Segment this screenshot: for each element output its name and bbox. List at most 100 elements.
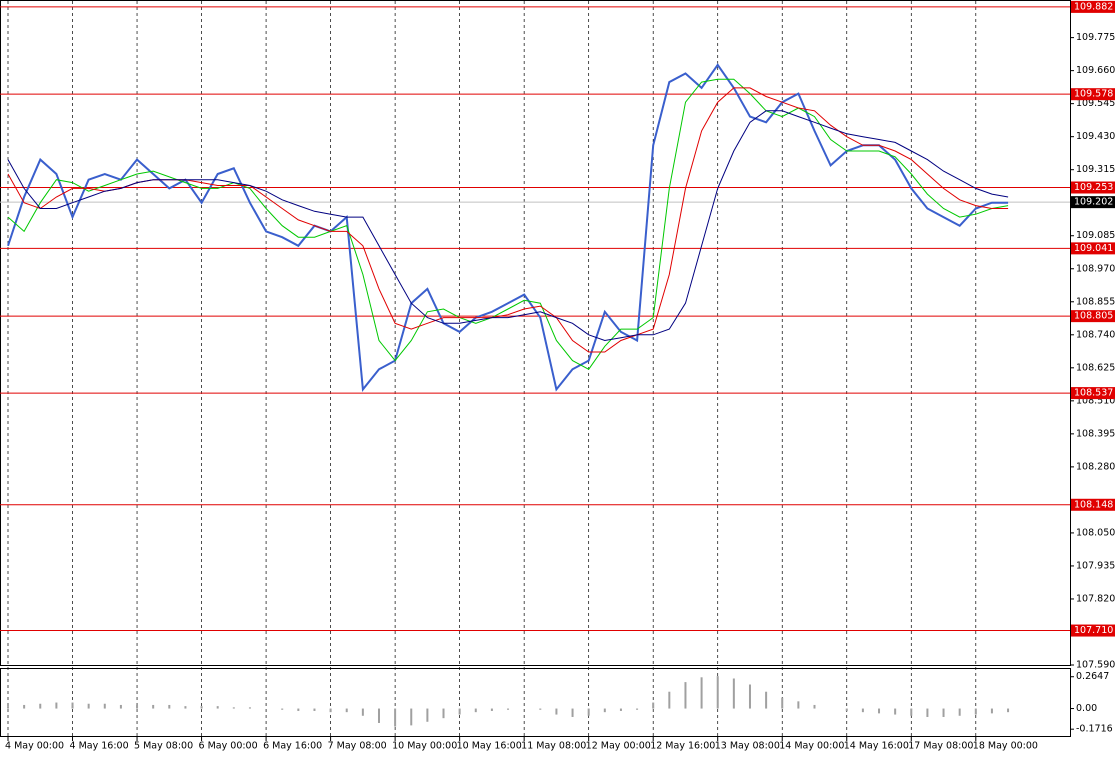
- histogram-bar: [394, 708, 397, 727]
- x-tick-label: 6 May 00:00: [199, 741, 258, 752]
- level-label-box: [1071, 181, 1115, 194]
- histogram-bar: [539, 708, 542, 710]
- x-tick-label: 18 May 00:00: [973, 741, 1038, 752]
- histogram-bar: [377, 708, 380, 723]
- x-tick-label: 17 May 08:00: [908, 741, 973, 752]
- moving-average: [7, 78, 1009, 370]
- level-label: 108.537: [1074, 388, 1113, 399]
- y-tick-label: 109.430: [1076, 131, 1115, 142]
- x-tick-label: 10 May 16:00: [457, 741, 522, 752]
- histogram-bar: [765, 691, 768, 709]
- y-tick-label: 107.590: [1076, 660, 1115, 671]
- moving-average: [7, 110, 1009, 342]
- histogram-bar: [668, 691, 671, 709]
- x-tick-label: 13 May 08:00: [715, 741, 780, 752]
- histogram-bar: [184, 706, 187, 709]
- histogram-bar: [232, 707, 235, 709]
- histogram-bar: [39, 703, 42, 709]
- histogram-bar: [103, 703, 106, 709]
- y-tick-label: 109.775: [1076, 32, 1115, 43]
- y-tick-label: 109.545: [1076, 98, 1115, 109]
- histogram-bar: [926, 708, 929, 717]
- current-price-box: [1071, 196, 1115, 209]
- histogram-bar: [87, 703, 90, 709]
- histogram-bar: [990, 708, 993, 714]
- histogram-bar: [297, 708, 300, 711]
- histogram-bar: [958, 708, 961, 716]
- histogram-bar: [410, 708, 413, 726]
- y-tick-label: 0.2647: [1076, 671, 1109, 682]
- level-label-box: [1071, 498, 1115, 511]
- y-tick-label: 0.00: [1076, 703, 1097, 714]
- level-label-box: [1071, 88, 1115, 101]
- indicator-panel: [0, 668, 1071, 737]
- histogram-bar: [248, 707, 251, 709]
- histogram-bar: [313, 708, 316, 711]
- histogram-bar: [619, 708, 622, 711]
- histogram-bar: [136, 704, 139, 709]
- level-label-box: [1071, 624, 1115, 637]
- histogram-bar: [781, 697, 784, 709]
- histogram-bar: [571, 708, 574, 717]
- level-label: 109.253: [1074, 182, 1113, 193]
- histogram-bar: [910, 708, 913, 716]
- histogram-bar: [442, 708, 445, 719]
- histogram-bar: [361, 708, 364, 716]
- histogram-bar: [71, 702, 74, 709]
- histogram-bar: [974, 708, 977, 715]
- histogram-bar: [878, 708, 881, 714]
- level-label-box: [1071, 0, 1115, 13]
- y-tick-label: 108.855: [1076, 296, 1115, 307]
- histogram-bar: [587, 708, 590, 716]
- level-label: 108.805: [1074, 311, 1113, 322]
- y-tick-label: 108.395: [1076, 428, 1115, 439]
- y-tick-label: 108.050: [1076, 527, 1115, 538]
- histogram-bar: [490, 708, 493, 711]
- histogram-bar: [23, 704, 26, 709]
- histogram-bar: [636, 708, 639, 710]
- histogram-bar: [732, 678, 735, 709]
- moving-average: [7, 87, 1009, 353]
- histogram-bar: [426, 708, 429, 722]
- x-tick-label: 10 May 00:00: [392, 741, 457, 752]
- level-label-box: [1071, 387, 1115, 400]
- x-tick-label: 12 May 00:00: [586, 741, 651, 752]
- histogram-bar: [700, 677, 703, 709]
- y-tick-label: 108.625: [1076, 362, 1115, 373]
- y-tick-label: -0.1716: [1076, 724, 1113, 735]
- x-tick-label: 14 May 00:00: [779, 741, 844, 752]
- histogram-bar: [1007, 708, 1010, 713]
- histogram-bar: [7, 706, 9, 709]
- current-price-label: 109.202: [1074, 197, 1113, 208]
- y-tick-label: 108.740: [1076, 329, 1115, 340]
- histogram-bar: [329, 708, 332, 713]
- histogram-bar: [168, 704, 171, 709]
- histogram-bar: [716, 676, 719, 709]
- main-panel: [0, 0, 1071, 666]
- price-line: [7, 63, 1009, 392]
- histogram-bar: [942, 708, 945, 717]
- x-tick-label: 7 May 08:00: [328, 741, 387, 752]
- y-tick-label: 107.820: [1076, 593, 1115, 604]
- level-label: 109.578: [1074, 89, 1113, 100]
- histogram-bar: [603, 708, 606, 713]
- histogram-bar: [652, 702, 655, 709]
- y-tick-label: 108.510: [1076, 395, 1115, 406]
- histogram-bar: [119, 704, 122, 709]
- y-tick-label: 109.315: [1076, 164, 1115, 175]
- y-tick-label: 108.280: [1076, 461, 1115, 472]
- histogram-bar: [281, 708, 284, 710]
- histogram-bar: [894, 708, 897, 715]
- histogram-bar: [200, 706, 203, 709]
- histogram-bar: [216, 706, 219, 709]
- level-label: 108.148: [1074, 499, 1113, 510]
- histogram-bar: [684, 682, 687, 709]
- level-label: 107.710: [1074, 625, 1113, 636]
- x-tick-label: 5 May 08:00: [134, 741, 193, 752]
- level-label: 109.882: [1074, 1, 1113, 12]
- histogram-bar: [152, 704, 155, 709]
- histogram-bar: [474, 708, 477, 713]
- y-tick-label: 109.085: [1076, 230, 1115, 241]
- y-tick-label: 108.970: [1076, 263, 1115, 274]
- histogram-bar: [845, 708, 848, 711]
